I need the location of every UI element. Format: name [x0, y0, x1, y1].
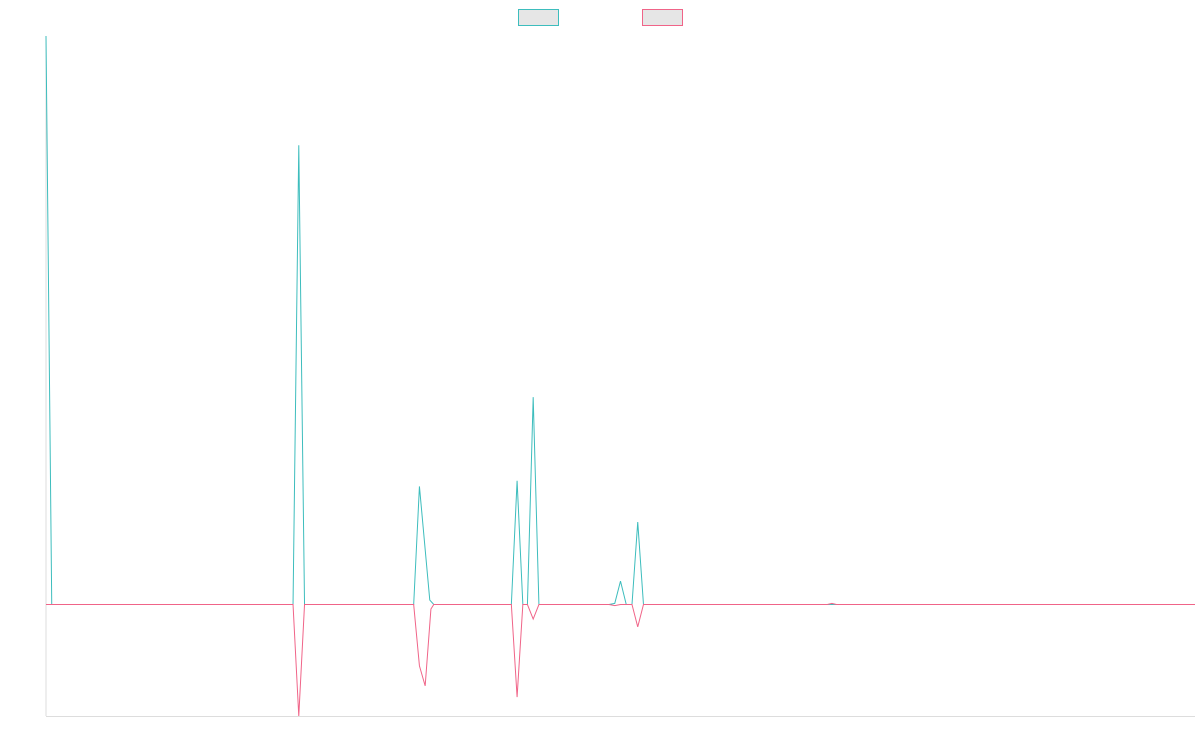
series-lines	[45, 35, 1195, 717]
legend	[518, 9, 683, 26]
axes	[45, 36, 1195, 717]
legend-swatch-1[interactable]	[518, 9, 559, 26]
series-line-1	[45, 35, 1195, 606]
legend-swatch-2[interactable]	[642, 9, 683, 26]
series-line-2	[46, 602, 1195, 717]
